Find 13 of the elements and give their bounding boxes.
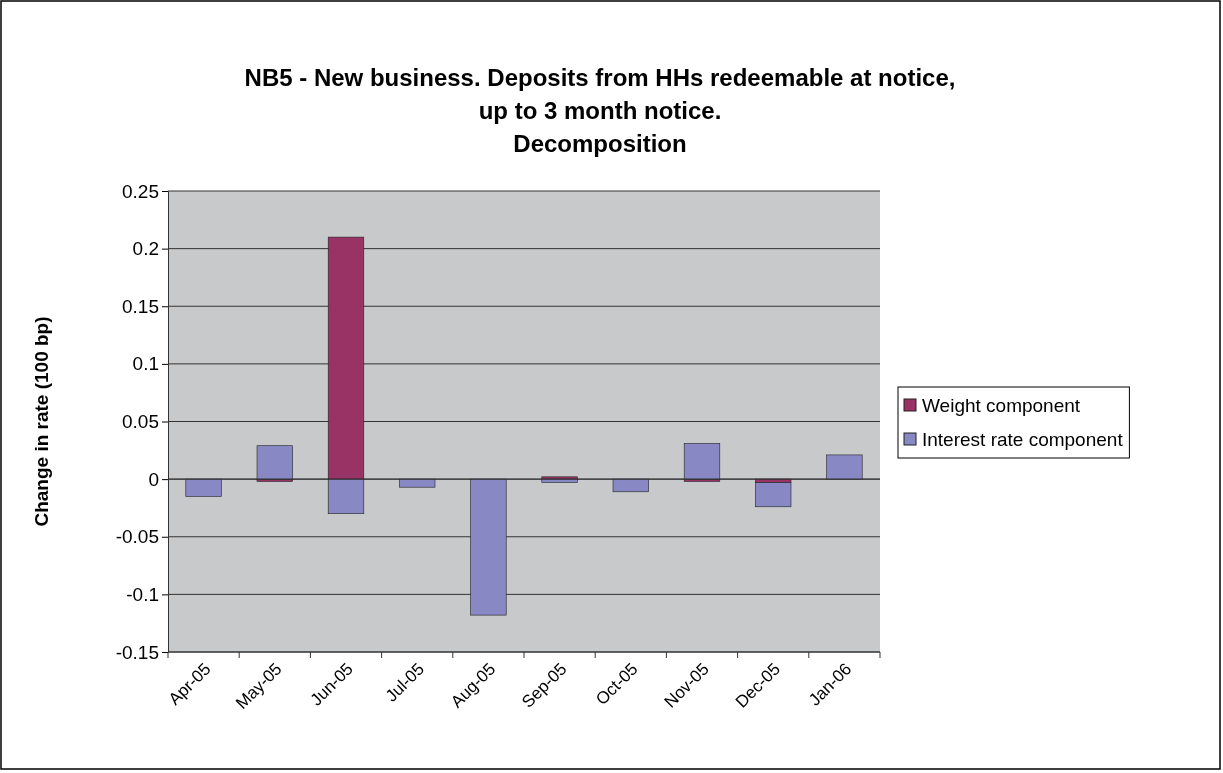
chart-title: NB5 - New business. Deposits from HHs redeemable at notice, up to 3 month notice. Decomposition [244,64,956,157]
y-tick-label: 0.15 [122,295,159,317]
y-tick-label: 0 [148,468,159,490]
y-tick-label: 0.05 [122,411,159,433]
y-tick-label: -0.1 [126,583,159,605]
y-tick-label: 0.1 [132,353,159,375]
legend-label: Interest rate component [922,429,1124,450]
y-tick-label: -0.05 [115,526,159,548]
legend-label: Weight component [922,395,1081,416]
y-axis-title: Change in rate (100 bp) [31,316,52,527]
y-tick-label: 0.25 [122,180,159,202]
y-tick-label: 0.2 [132,238,159,260]
y-tick-label: -0.15 [115,641,159,663]
